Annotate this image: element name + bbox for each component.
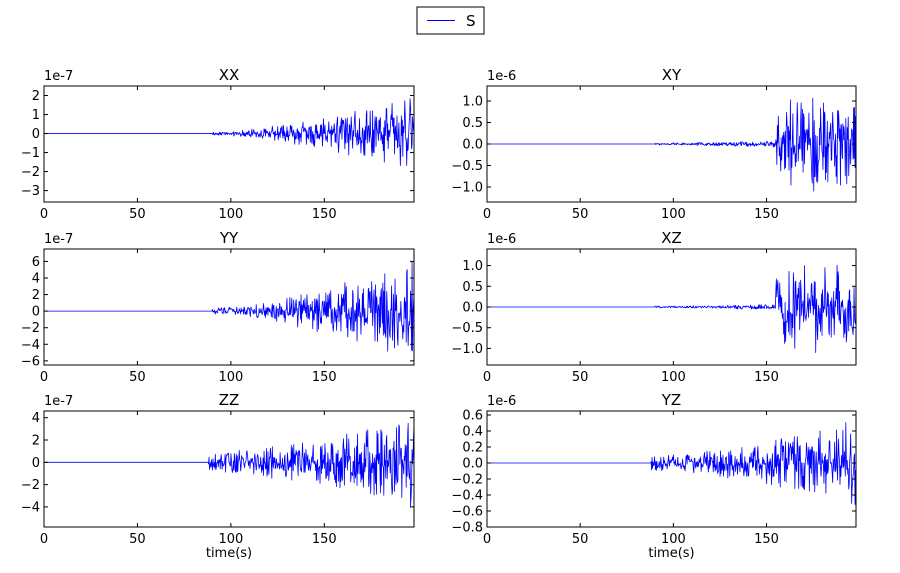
series-line-s <box>44 261 415 352</box>
x-tick-label: 50 <box>572 370 589 385</box>
y-offset-label: 1e-6 <box>487 232 516 247</box>
x-tick-label: 50 <box>129 207 146 222</box>
x-tick-label: 50 <box>572 207 589 222</box>
y-tick-label: −4 <box>21 500 40 515</box>
y-tick-label: 0 <box>32 127 40 142</box>
subplot-title: XY <box>662 66 682 84</box>
subplot-zz: ZZ 1e-7 0 50 100 150 −4 −2 0 2 4 time(s) <box>21 391 415 561</box>
y-offset-label: 1e-6 <box>487 394 516 409</box>
y-tick-label: −0.2 <box>451 473 483 488</box>
x-tick-label: 100 <box>661 370 686 385</box>
x-tick-label: 50 <box>129 370 146 385</box>
y-tick-label: 0 <box>32 305 40 320</box>
y-tick-label: −4 <box>21 338 40 353</box>
series-line-s <box>487 422 857 505</box>
subplot-title: ZZ <box>219 391 240 409</box>
x-tick-label: 100 <box>218 370 243 385</box>
y-tick-label: 0.0 <box>462 457 483 472</box>
y-tick-label: 0.6 <box>462 409 483 424</box>
y-tick-label: 1.0 <box>462 259 483 274</box>
x-tick-label: 0 <box>40 370 48 385</box>
legend: S <box>416 6 485 35</box>
y-tick-label: 2 <box>32 434 40 449</box>
legend-label: S <box>466 12 476 30</box>
x-tick-label: 50 <box>129 532 146 547</box>
subplot-title: YZ <box>661 391 681 409</box>
x-tick-label: 150 <box>312 532 337 547</box>
y-tick-label: 6 <box>32 255 40 270</box>
subplot-yz: YZ 1e-6 0 50 100 150 −0.8−0.6−0.4−0.20.00.20.4… <box>451 391 857 561</box>
x-tick-label: 150 <box>754 532 779 547</box>
y-tick-label: 0.0 <box>462 138 483 153</box>
y-tick-label: 2 <box>32 89 40 104</box>
y-tick-label: −0.4 <box>451 489 483 504</box>
x-tick-label: 100 <box>661 207 686 222</box>
x-axis-label: time(s) <box>206 546 252 561</box>
y-tick-label: −2 <box>21 321 40 336</box>
subplot-xz: XZ 1e-6 0 50 100 150 −1.0 −0.5 0.0 0.5 1.0 <box>451 229 857 385</box>
y-tick-label: 2 <box>32 288 40 303</box>
y-offset-label: 1e-7 <box>44 232 73 247</box>
y-offset-label: 1e-6 <box>487 69 516 84</box>
y-tick-label: 0.5 <box>462 280 483 295</box>
y-tick-label: 4 <box>32 411 40 426</box>
axes-frame <box>486 410 857 528</box>
x-tick-label: 100 <box>218 532 243 547</box>
x-tick-label: 150 <box>312 207 337 222</box>
x-tick-label: 0 <box>483 207 491 222</box>
y-tick-label: −2 <box>21 165 40 180</box>
y-tick-label: −6 <box>21 354 40 369</box>
y-tick-label: −0.5 <box>451 159 483 174</box>
series-line-s <box>44 98 415 166</box>
subplot-xy: XY 1e-6 0 50 100 150 −1.0 −0.5 0.0 0.5 1.0 <box>451 66 857 222</box>
subplot-title: XX <box>219 66 240 84</box>
x-tick-label: 150 <box>754 207 779 222</box>
series-line-s <box>487 97 857 192</box>
axes-frame <box>43 248 415 366</box>
x-tick-label: 150 <box>754 370 779 385</box>
subplot-xx: XX 1e-7 0 50 100 150 −3 −2 −1 0 1 2 <box>21 66 415 222</box>
y-tick-label: 0.5 <box>462 116 483 131</box>
x-tick-label: 0 <box>40 207 48 222</box>
y-tick-label: −2 <box>21 478 40 493</box>
series-line-s <box>487 264 857 353</box>
x-tick-label: 150 <box>312 370 337 385</box>
axes-frame <box>43 410 415 528</box>
x-axis-label: time(s) <box>648 546 694 561</box>
y-tick-label: −1.0 <box>451 180 483 195</box>
y-tick-label: −0.5 <box>451 321 483 336</box>
y-offset-label: 1e-7 <box>44 394 73 409</box>
y-tick-label: −0.8 <box>451 521 483 536</box>
y-tick-label: 0.4 <box>462 425 483 440</box>
axes-frame <box>43 85 415 203</box>
y-tick-label: −0.6 <box>451 505 483 520</box>
x-tick-label: 0 <box>483 370 491 385</box>
y-tick-label: −1 <box>21 146 40 161</box>
subplot-title: XZ <box>661 229 682 247</box>
x-tick-label: 100 <box>218 207 243 222</box>
y-tick-label: 0.2 <box>462 441 483 456</box>
x-tick-label: 0 <box>40 532 48 547</box>
x-tick-label: 50 <box>572 532 589 547</box>
x-tick-label: 0 <box>483 532 491 547</box>
y-tick-label: 4 <box>32 272 40 287</box>
subplot-title: YY <box>219 229 239 247</box>
y-tick-label: 1.0 <box>462 95 483 110</box>
y-tick-label: 0 <box>32 456 40 471</box>
x-tick-label: 100 <box>661 532 686 547</box>
series-line-s <box>44 422 415 508</box>
y-tick-label: 0.0 <box>462 301 483 316</box>
y-tick-label: −1.0 <box>451 342 483 357</box>
y-tick-label: 1 <box>32 108 40 123</box>
y-offset-label: 1e-7 <box>44 69 73 84</box>
y-tick-label: −3 <box>21 184 40 199</box>
